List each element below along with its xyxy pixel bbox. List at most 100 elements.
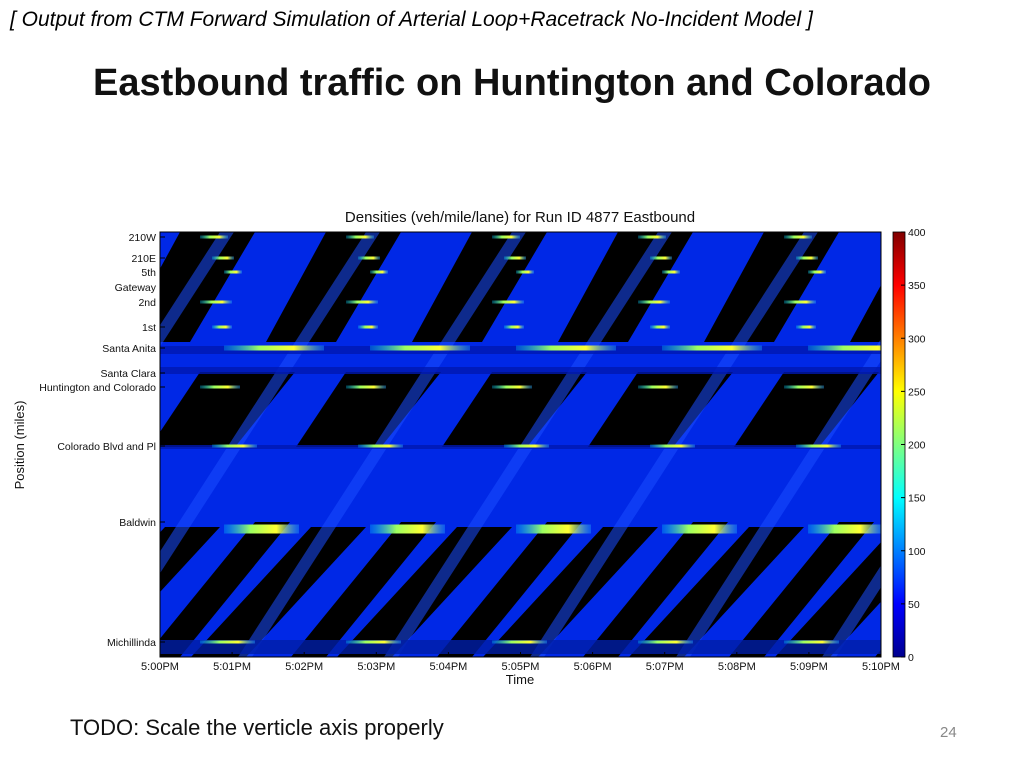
queue-hotspot	[358, 325, 378, 329]
queue-hotspot	[504, 444, 549, 448]
low-density-region	[337, 527, 512, 657]
todo-note: TODO: Scale the verticle axis properly	[70, 715, 444, 740]
queue-hotspot	[784, 640, 839, 644]
queue-hotspot	[784, 300, 816, 304]
low-density-region	[629, 527, 804, 657]
queue-hotspot	[784, 235, 812, 239]
queue-hotspot	[358, 444, 403, 448]
y-tick-label: 210E	[131, 253, 156, 265]
y-tick-label: Colorado Blvd and Pl	[57, 441, 156, 453]
queue-hotspot	[638, 235, 666, 239]
x-tick-label: 5:03PM	[357, 661, 395, 673]
colorbar-ticks: 0 50 100 150 200 250 300 350 400	[901, 227, 926, 664]
queue-hotspot	[650, 256, 672, 260]
queue-hotspot	[516, 345, 616, 351]
low-density-region	[160, 372, 295, 447]
x-tick-label: 5:09PM	[790, 661, 828, 673]
x-axis-label: Time	[506, 672, 534, 687]
queue-hotspot	[224, 524, 299, 534]
queue-hotspot	[504, 325, 524, 329]
queue-hotspot	[662, 270, 680, 274]
queue-hotspot	[492, 640, 547, 644]
x-tick-label: 5:07PM	[646, 661, 684, 673]
y-tick-label: 5th	[141, 267, 156, 279]
colorbar-tick-label: 150	[908, 493, 926, 505]
slide-title: Eastbound traffic on Huntington and Colo…	[92, 62, 932, 104]
y-tick-label: Michillinda	[107, 637, 156, 649]
low-density-region	[0, 527, 74, 657]
queue-hotspot	[370, 270, 388, 274]
x-tick-label: 5:00PM	[141, 661, 179, 673]
queue-hotspot	[200, 300, 232, 304]
queue-hotspot	[516, 524, 591, 534]
queue-hotspot	[504, 256, 526, 260]
queue-hotspot	[784, 385, 824, 389]
colorbar-tick-label: 250	[908, 386, 926, 398]
queue-hotspot	[492, 385, 532, 389]
low-density-region	[850, 285, 881, 342]
y-tick-label: 210W	[129, 232, 157, 244]
colorbar-tick-label: 350	[908, 280, 926, 292]
density-streak	[160, 232, 380, 574]
low-density-region	[583, 522, 728, 657]
y-tick-label: Baldwin	[119, 517, 156, 529]
queue-hotspot	[200, 640, 255, 644]
x-tick-label: 5:01PM	[213, 661, 251, 673]
y-tick-label: Santa Anita	[102, 343, 156, 355]
colorbar-tick-label: 100	[908, 546, 926, 558]
density-streak	[676, 339, 881, 657]
y-tick-label: Santa Clara	[101, 368, 157, 380]
queue-hotspot	[650, 325, 670, 329]
low-density-region	[734, 372, 879, 447]
y-tick-label: 1st	[142, 322, 156, 334]
queue-hotspot	[638, 640, 693, 644]
x-tick-label: 5:10PM	[862, 661, 900, 673]
queue-hotspot	[346, 385, 386, 389]
low-density-region	[729, 522, 874, 657]
queue-hotspot	[212, 325, 232, 329]
page-number: 24	[940, 724, 957, 741]
chart-title: Densities (veh/mile/lane) for Run ID 487…	[345, 209, 695, 226]
y-tick-label: Gateway	[115, 282, 157, 294]
low-density-region	[437, 522, 582, 657]
queue-hotspot	[492, 300, 524, 304]
low-density-region	[0, 232, 109, 342]
queue-hotspot	[346, 300, 378, 304]
queue-hotspot	[796, 325, 816, 329]
low-density-region	[191, 527, 366, 657]
queue-hotspot	[346, 235, 374, 239]
low-density-region	[483, 527, 658, 657]
density-streak	[822, 565, 881, 657]
queue-hotspot	[492, 235, 520, 239]
low-density-region	[291, 522, 436, 657]
colorbar-tick-label: 400	[908, 227, 926, 239]
x-tick-label: 5:05PM	[502, 661, 540, 673]
low-density-region	[588, 372, 733, 447]
density-band	[160, 640, 881, 654]
density-streak	[160, 232, 234, 347]
queue-hotspot	[370, 345, 470, 351]
y-axis-ticks: 210W 210E 5th Gateway 2nd 1st Santa Anita Santa…	[39, 232, 165, 649]
queue-hotspot	[358, 256, 380, 260]
heatmap-plot-area	[0, 232, 881, 657]
queue-hotspot	[662, 524, 737, 534]
queue-hotspot	[638, 385, 678, 389]
queue-hotspot	[808, 524, 881, 534]
queue-hotspot	[638, 300, 670, 304]
colorbar-tick-label: 50	[908, 599, 920, 611]
queue-hotspot	[212, 444, 257, 448]
queue-hotspot	[224, 270, 242, 274]
y-tick-label: 2nd	[138, 297, 156, 309]
queue-hotspot	[808, 345, 881, 351]
queue-hotspot	[200, 235, 228, 239]
x-tick-label: 5:08PM	[718, 661, 756, 673]
density-band	[160, 367, 881, 374]
queue-hotspot	[200, 385, 240, 389]
colorbar-tick-label: 0	[908, 652, 914, 664]
colorbar-tick-label: 300	[908, 333, 926, 345]
queue-hotspot	[224, 345, 324, 351]
queue-hotspot	[796, 444, 841, 448]
x-tick-label: 5:04PM	[429, 661, 467, 673]
queue-hotspot	[662, 345, 762, 351]
